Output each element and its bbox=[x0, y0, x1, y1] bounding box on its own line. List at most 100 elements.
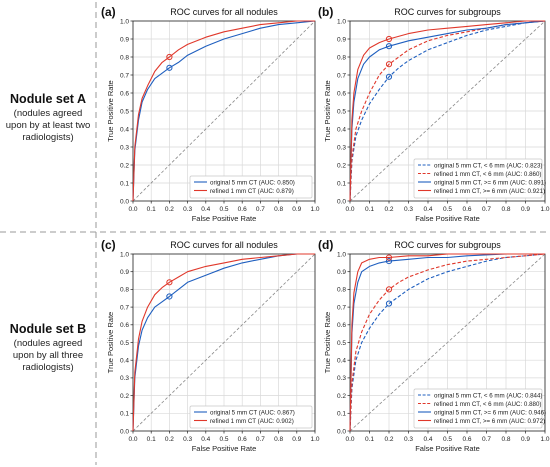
legend-label: refined 1 mm CT (AUC: 0.902) bbox=[210, 418, 294, 425]
chance-diagonal bbox=[349, 253, 546, 432]
x-tick-label: 0.9 bbox=[292, 206, 301, 213]
y-tick-label: 0.8 bbox=[120, 54, 129, 61]
x-tick-label: 0.2 bbox=[165, 206, 174, 213]
y-tick-label: 0.0 bbox=[337, 428, 346, 435]
legend-label: original 5 mm CT (AUC: 0.867) bbox=[210, 409, 295, 416]
y-tick-label: 0.3 bbox=[120, 144, 129, 151]
y-tick-label: 0.9 bbox=[120, 269, 129, 276]
y-tick-label: 0.9 bbox=[120, 36, 129, 43]
x-tick-label: 0.1 bbox=[147, 436, 156, 443]
x-tick-label: 0.0 bbox=[128, 436, 137, 443]
y-tick-label: 0.1 bbox=[120, 180, 129, 187]
series-line-4 bbox=[349, 20, 545, 202]
series-line-2 bbox=[349, 253, 546, 432]
x-tick-label: 0.3 bbox=[183, 436, 192, 443]
x-tick-label: 0.8 bbox=[501, 206, 510, 213]
y-tick-label: 1.0 bbox=[120, 251, 129, 258]
panel-label: (b) bbox=[318, 5, 333, 19]
x-tick-label: 1.0 bbox=[310, 436, 319, 443]
x-tick-label: 0.1 bbox=[147, 206, 156, 213]
set-b-name: Nodule set B bbox=[9, 322, 87, 336]
series-line-2 bbox=[132, 20, 315, 202]
x-axis-label: False Positive Rate bbox=[192, 444, 257, 453]
series-line-1 bbox=[349, 253, 546, 432]
operating-point-marker bbox=[385, 257, 393, 265]
operating-point-marker bbox=[385, 61, 393, 68]
series-line-1 bbox=[132, 20, 316, 202]
x-axis-label: False Positive Rate bbox=[192, 214, 257, 223]
y-tick-label: 0.9 bbox=[337, 269, 346, 276]
y-axis-label: True Positive Rate bbox=[323, 312, 332, 373]
y-tick-label: 0.4 bbox=[337, 358, 346, 365]
operating-point-marker bbox=[385, 300, 393, 307]
x-tick-label: 0.8 bbox=[274, 436, 283, 443]
y-tick-label: 1.0 bbox=[337, 251, 346, 258]
legend: original 5 mm CT, < 6 mm (AUC: 0.844) ref… bbox=[413, 388, 546, 429]
chart-title: ROC curves for all nodules bbox=[170, 240, 278, 250]
y-tick-label: 0.5 bbox=[337, 108, 346, 115]
x-tick-label: 0.7 bbox=[482, 436, 491, 443]
y-tick-label: 0.2 bbox=[337, 162, 346, 169]
series-line-3 bbox=[349, 20, 546, 202]
legend-label: refined 1 mm CT, >= 6 mm (AUC: 0.921) bbox=[434, 188, 545, 195]
x-tick-label: 0.0 bbox=[345, 206, 354, 213]
chance-diagonal bbox=[132, 20, 316, 202]
operating-point-marker bbox=[385, 286, 393, 293]
set-b-caption: Nodule set B (nodules agreed upon by all… bbox=[2, 322, 94, 374]
y-tick-label: 0.7 bbox=[120, 72, 129, 79]
x-tick-label: 0.9 bbox=[521, 436, 530, 443]
x-tick-label: 0.0 bbox=[345, 436, 354, 443]
y-tick-label: 0.1 bbox=[337, 180, 346, 187]
legend: original 5 mm CT, < 6 mm (AUC: 0.823) ref… bbox=[413, 158, 546, 199]
x-tick-label: 0.6 bbox=[238, 206, 247, 213]
chance-diagonal bbox=[349, 20, 546, 202]
y-tick-label: 0.2 bbox=[120, 393, 129, 400]
y-tick-label: 0.8 bbox=[120, 287, 129, 294]
x-tick-label: 0.5 bbox=[219, 436, 228, 443]
set-a-caption: Nodule set A (nodules agreed upon by at … bbox=[2, 92, 94, 144]
x-tick-label: 0.6 bbox=[462, 436, 471, 443]
y-tick-label: 0.7 bbox=[337, 304, 346, 311]
x-tick-label: 0.4 bbox=[201, 436, 210, 443]
y-tick-label: 0.3 bbox=[120, 375, 129, 382]
x-tick-label: 0.8 bbox=[274, 206, 283, 213]
y-tick-label: 0.0 bbox=[120, 198, 129, 205]
x-tick-label: 0.5 bbox=[443, 436, 452, 443]
series-line-1 bbox=[132, 253, 315, 432]
x-tick-label: 0.1 bbox=[365, 206, 374, 213]
y-axis-label: True Positive Rate bbox=[106, 80, 115, 141]
x-tick-label: 0.7 bbox=[256, 206, 265, 213]
y-tick-label: 0.8 bbox=[337, 54, 346, 61]
legend-box bbox=[189, 405, 313, 429]
legend-label: original 5 mm CT, >= 6 mm (AUC: 0.891) bbox=[434, 179, 546, 186]
y-tick-label: 0.4 bbox=[120, 126, 129, 133]
panel-label: (c) bbox=[101, 238, 116, 252]
operating-point-marker bbox=[166, 293, 173, 300]
y-tick-label: 0.9 bbox=[337, 36, 346, 43]
x-tick-label: 0.6 bbox=[462, 206, 471, 213]
operating-point-marker bbox=[166, 279, 173, 286]
y-tick-label: 0.0 bbox=[337, 198, 346, 205]
y-tick-label: 0.3 bbox=[337, 375, 346, 382]
x-tick-label: 0.3 bbox=[404, 206, 413, 213]
legend-label: refined 1 mm CT (AUC: 0.879) bbox=[210, 188, 294, 195]
x-tick-label: 0.2 bbox=[384, 206, 393, 213]
x-tick-label: 1.0 bbox=[310, 206, 319, 213]
y-tick-label: 0.3 bbox=[337, 144, 346, 151]
x-tick-label: 0.3 bbox=[183, 206, 192, 213]
series-line-1 bbox=[349, 20, 546, 202]
set-b-description: (nodules agreed upon by all three radiol… bbox=[12, 338, 84, 373]
x-tick-label: 0.2 bbox=[384, 436, 393, 443]
legend-label: original 5 mm CT, < 6 mm (AUC: 0.844) bbox=[434, 392, 542, 399]
legend: original 5 mm CT (AUC: 0.867) refined 1 m… bbox=[189, 405, 313, 429]
panel-label: (a) bbox=[101, 5, 116, 19]
y-tick-label: 0.6 bbox=[120, 322, 129, 329]
legend-box bbox=[189, 175, 313, 199]
operating-point-marker bbox=[385, 254, 393, 261]
operating-point-marker bbox=[385, 43, 393, 50]
y-tick-label: 0.2 bbox=[337, 393, 346, 400]
y-tick-label: 0.6 bbox=[120, 90, 129, 97]
y-tick-label: 0.5 bbox=[120, 108, 129, 115]
series-line-4 bbox=[349, 253, 545, 432]
